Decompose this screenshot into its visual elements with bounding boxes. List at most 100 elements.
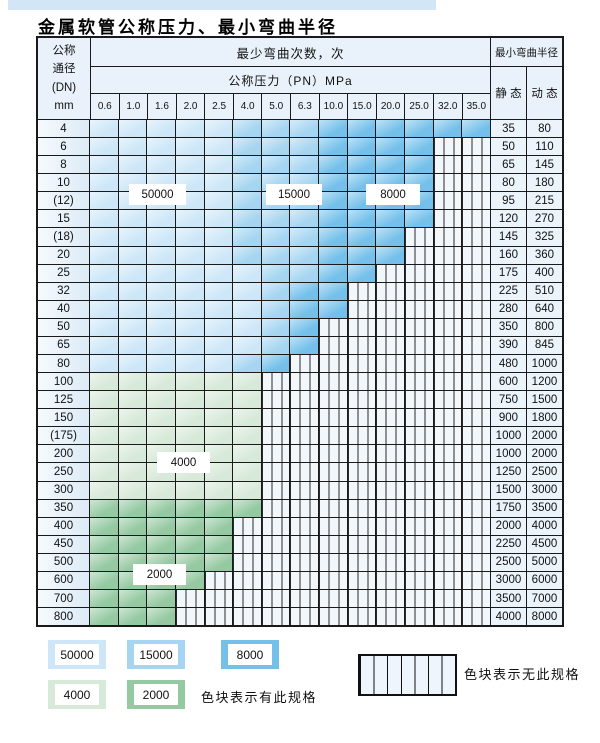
pressure-cell — [319, 427, 348, 445]
pressure-cell — [405, 156, 434, 174]
pressure-cell — [204, 409, 234, 427]
legend-has-spec-label: 色块表示有此规格 — [201, 690, 318, 705]
pressure-cell — [90, 373, 119, 391]
pressure-cell — [90, 535, 119, 553]
static-radius-cell: 1250 — [490, 463, 527, 481]
pressure-cell — [433, 427, 463, 445]
table-row: 32 225 510 — [38, 282, 562, 301]
pressure-cell — [405, 336, 434, 355]
pressure-cell — [175, 264, 205, 282]
pressure-cell — [290, 409, 320, 427]
pressure-cell — [290, 138, 320, 156]
dynamic-header: 动 态 — [527, 67, 562, 119]
pressure-cell — [319, 445, 348, 463]
pressure-cell — [290, 228, 320, 246]
pressure-cell — [462, 282, 491, 300]
pressure-cell — [319, 138, 348, 156]
pressure-cell — [462, 192, 491, 210]
static-radius-cell: 175 — [490, 264, 527, 282]
pressure-cell — [462, 571, 491, 590]
legend-swatch-8000: 8000 — [221, 640, 279, 669]
table-row: 125 750 1500 — [38, 391, 562, 410]
dn-cell: 6 — [38, 138, 90, 156]
pressure-cell — [147, 156, 176, 174]
pressure-cell — [405, 427, 434, 445]
pressure-cell — [147, 608, 176, 626]
pressure-cell — [118, 246, 148, 264]
pressure-cell — [433, 138, 463, 156]
pressure-cell — [175, 228, 205, 246]
pressure-cell — [319, 499, 348, 517]
pressure-cell — [376, 264, 406, 282]
table-row: 500 2500 5000 — [38, 553, 562, 572]
table-row: 8 65 145 — [38, 156, 562, 175]
pressure-cell — [376, 373, 406, 391]
pressure-cell — [118, 210, 148, 228]
pressure-cell — [290, 427, 320, 445]
table-row: 450 2250 4500 — [38, 535, 562, 554]
legend-swatch-label: 4000 — [55, 684, 99, 705]
pressure-cell — [462, 590, 491, 608]
pressure-cell — [261, 210, 291, 228]
pressure-cell — [233, 445, 262, 463]
dynamic-radius-cell: 1800 — [526, 409, 562, 427]
pressure-cell — [118, 120, 148, 138]
pressure-cell — [147, 355, 176, 373]
static-radius-cell: 65 — [490, 156, 527, 174]
pressure-cell — [90, 517, 119, 535]
pressure-cell — [204, 535, 234, 553]
static-radius-cell: 1750 — [490, 499, 527, 517]
static-radius-cell: 480 — [490, 355, 527, 373]
pressure-cell — [290, 355, 320, 373]
dynamic-radius-cell: 325 — [526, 228, 562, 246]
legend-swatch-label: 2000 — [134, 684, 178, 705]
pressure-col-header: 20.0 — [376, 94, 406, 119]
pressure-cell — [90, 156, 119, 174]
pressure-cell — [319, 264, 348, 282]
pressure-cell — [319, 590, 348, 608]
pressure-cell — [462, 300, 491, 318]
dynamic-radius-cell: 3000 — [526, 481, 562, 499]
pressure-col-header: 6.3 — [291, 94, 320, 119]
pressure-cell — [347, 120, 377, 138]
min-bend-radius-header: 最小弯曲半径 — [491, 38, 562, 67]
dynamic-radius-cell: 7000 — [526, 590, 562, 608]
dynamic-radius-cell: 2500 — [526, 463, 562, 481]
dn-cell: 10 — [38, 174, 90, 192]
pressure-cell — [204, 590, 234, 608]
pressure-cell — [405, 210, 434, 228]
pressure-cell — [462, 120, 491, 138]
pressure-cell — [118, 463, 148, 481]
static-radius-cell: 600 — [490, 373, 527, 391]
pressure-cell — [90, 499, 119, 517]
dn-cell: 25 — [38, 264, 90, 282]
pressure-cell — [118, 445, 148, 463]
pressure-cell — [405, 355, 434, 373]
legend-swatch-2000: 2000 — [127, 680, 185, 709]
pressure-cell — [204, 300, 234, 318]
pressure-cell — [261, 409, 291, 427]
pressure-cell — [347, 138, 377, 156]
pressure-cell — [90, 391, 119, 409]
pressure-cell — [147, 427, 176, 445]
pressure-cell — [90, 318, 119, 336]
pressure-cell — [376, 300, 406, 318]
pressure-cell — [261, 228, 291, 246]
dynamic-radius-cell: 110 — [526, 138, 562, 156]
table-row: (175) 1000 2000 — [38, 427, 562, 446]
dn-cell: 65 — [38, 336, 90, 355]
pressure-cell — [233, 463, 262, 481]
dynamic-radius-cell: 3500 — [526, 499, 562, 517]
legend-swatch-label: 15000 — [134, 644, 178, 665]
pressure-cell — [175, 336, 205, 355]
pressure-cell — [118, 318, 148, 336]
pressure-cell — [233, 264, 262, 282]
pressure-cell — [118, 264, 148, 282]
dn-cell: (175) — [38, 427, 90, 445]
pressure-cell — [462, 553, 491, 571]
pressure-cell — [405, 481, 434, 499]
pressure-cell — [90, 138, 119, 156]
legend-swatch-15000: 15000 — [127, 640, 185, 669]
pressure-cell — [433, 499, 463, 517]
dn-header-line3: (DN) — [51, 81, 77, 94]
